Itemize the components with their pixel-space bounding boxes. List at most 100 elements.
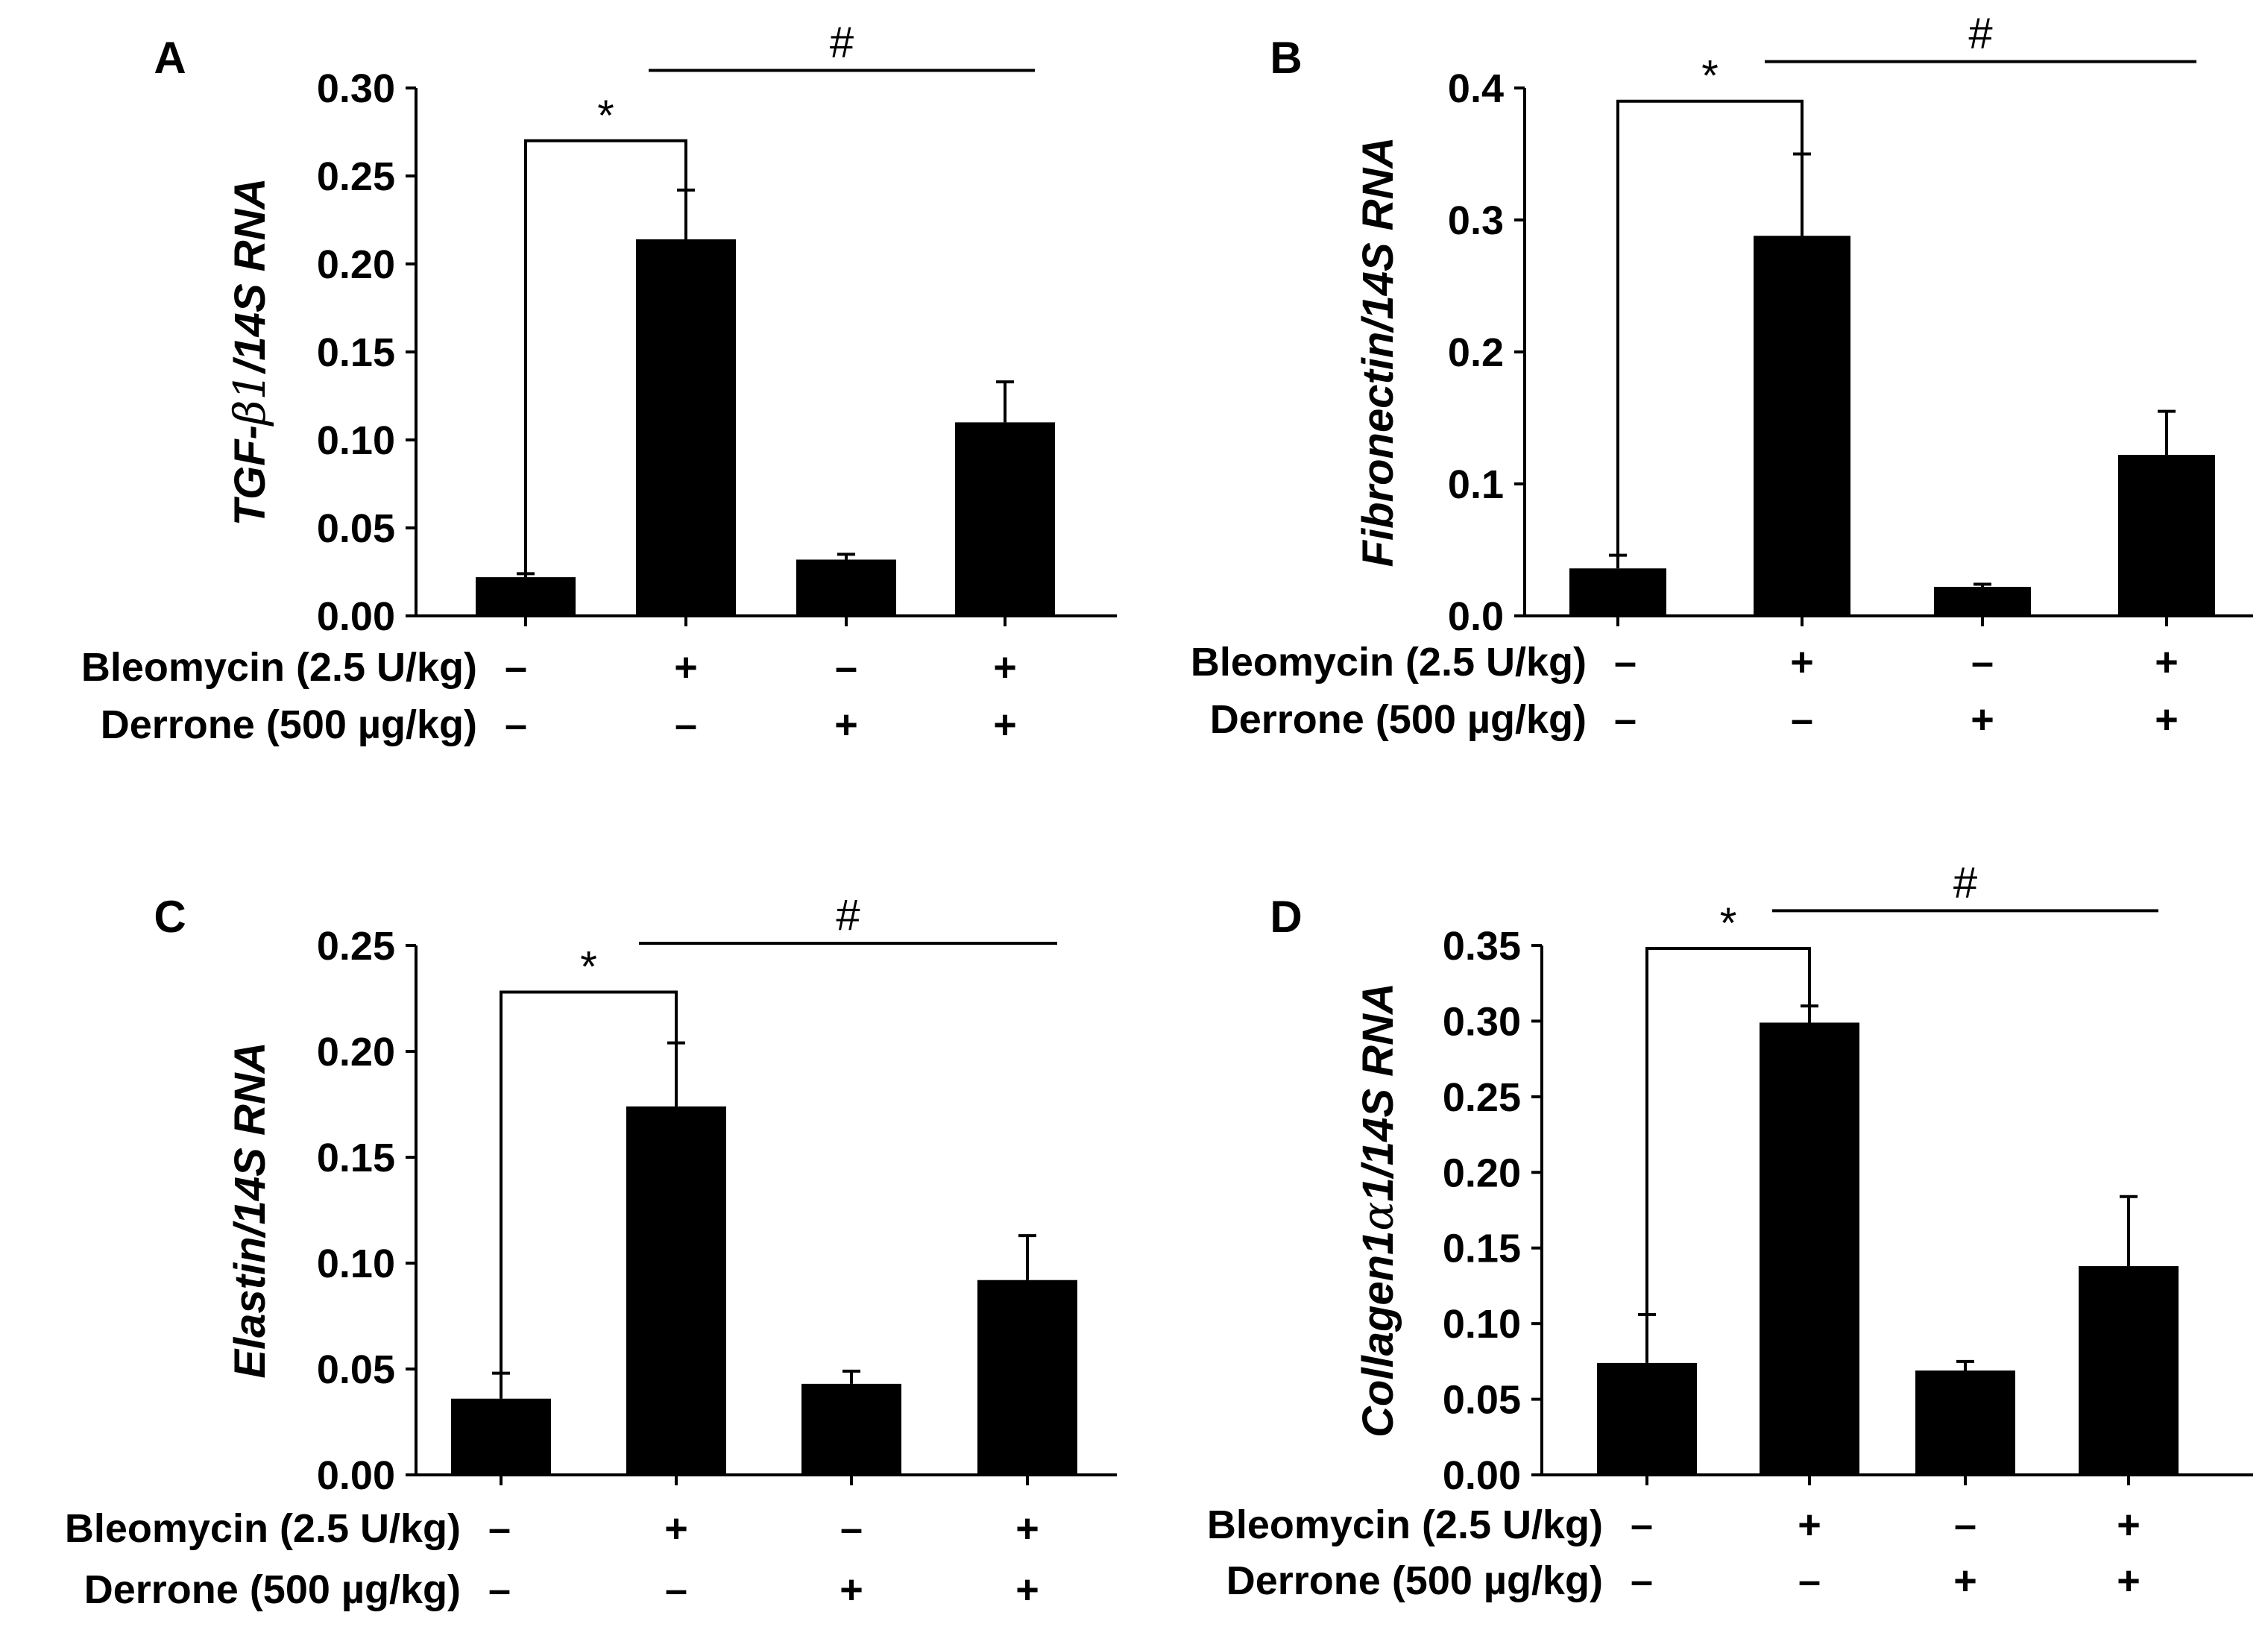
panel-d-bleomycin-sign-3: – bbox=[1954, 1502, 1976, 1547]
panel-d-significance-star: * bbox=[1720, 899, 1737, 948]
panel-a-bleomycin-sign-4: + bbox=[993, 645, 1017, 690]
panel-c-derrone-sign-3: + bbox=[840, 1567, 863, 1612]
panel-b-bar-1 bbox=[1569, 568, 1666, 616]
panel-c-bleomycin-sign-3: – bbox=[840, 1506, 863, 1551]
panel-c-bleomycin-label: Bleomycin (2.5 U/kg) bbox=[65, 1506, 461, 1551]
panel-c-y-tick-label: 0.15 bbox=[317, 1136, 395, 1180]
panel-b-derrone-sign-4: + bbox=[2155, 697, 2179, 742]
panel-a-y-tick-label: 0.10 bbox=[317, 418, 395, 463]
panel-d-y-tick-label: 0.25 bbox=[1443, 1075, 1521, 1120]
panel-b-significance-star: * bbox=[1701, 52, 1719, 101]
panel-b-y-axis-label: Fibronectin/14S RNA bbox=[1354, 137, 1402, 567]
panel-b-letter: B bbox=[1270, 33, 1302, 83]
panel-d-y-tick-label: 0.15 bbox=[1443, 1227, 1521, 1271]
panel-d-y-axis-label: Collagen1α1/14S RNA bbox=[1352, 983, 1403, 1438]
panel-c-y-tick-label: 0.05 bbox=[317, 1347, 395, 1392]
panel-d-bar-4 bbox=[2079, 1266, 2179, 1475]
panel-a-bar-4 bbox=[955, 422, 1055, 616]
panel-b-y-tick-label: 0.3 bbox=[1448, 198, 1504, 243]
panel-d-bar-2 bbox=[1760, 1022, 1859, 1475]
panel-a-bleomycin-sign-3: – bbox=[835, 645, 857, 690]
panel-d-letter: D bbox=[1270, 892, 1302, 942]
panel-d-derrone-sign-1: – bbox=[1631, 1558, 1653, 1603]
panel-d-y-tick-label: 0.20 bbox=[1443, 1151, 1521, 1195]
panel-a-significance-bracket bbox=[524, 139, 687, 574]
panel-b-y-tick-label: 0.2 bbox=[1448, 330, 1504, 375]
panel-c-derrone-label: Derrone (500 µg/kg) bbox=[84, 1567, 461, 1612]
panel-b-bleomycin-sign-4: + bbox=[2155, 640, 2179, 685]
panel-b-y-tick-label: 0.1 bbox=[1448, 462, 1504, 507]
panel-b-y-tick-label: 0.0 bbox=[1448, 594, 1504, 639]
panel-b-bleomycin-sign-1: – bbox=[1614, 640, 1637, 685]
panel-c-y-tick-label: 0.00 bbox=[317, 1453, 395, 1498]
panel-a-y-axis-label: TGF-β1/14S RNA bbox=[224, 178, 275, 526]
panel-d-y-tick-label: 0.05 bbox=[1443, 1378, 1521, 1423]
panel-b-bar-4 bbox=[2118, 455, 2215, 616]
panel-c-bar-4 bbox=[977, 1280, 1077, 1475]
panel-b-significance-bracket bbox=[1616, 99, 1804, 556]
panel-a-bleomycin-label: Bleomycin (2.5 U/kg) bbox=[81, 645, 477, 690]
panel-b-derrone-sign-3: + bbox=[1971, 697, 1994, 742]
panel-c-significance-bracket bbox=[500, 990, 678, 1373]
panel-d-y-tick-label: 0.00 bbox=[1443, 1453, 1521, 1498]
panel-c-y-tick-label: 0.10 bbox=[317, 1242, 395, 1286]
panel-c-derrone-sign-4: + bbox=[1015, 1567, 1039, 1612]
panel-d-significance-bracket bbox=[1645, 947, 1811, 1315]
panel-d-bar-3 bbox=[1915, 1370, 2015, 1475]
panel-a-y-tick-label: 0.20 bbox=[317, 242, 395, 287]
panel-a-bar-2 bbox=[636, 239, 736, 616]
panel-c-y-tick-label: 0.25 bbox=[317, 924, 395, 969]
panel-a-bar-1 bbox=[476, 577, 576, 616]
panel-b-bar-2 bbox=[1754, 236, 1850, 616]
panel-a-significance-star: * bbox=[597, 92, 614, 140]
panel-c-y-tick-label: 0.20 bbox=[317, 1030, 395, 1074]
panel-d-derrone-sign-4: + bbox=[2117, 1558, 2141, 1603]
panel-b-bleomycin-sign-3: – bbox=[1971, 640, 1994, 685]
panel-c-letter: C bbox=[154, 892, 186, 942]
panel-a-bleomycin-sign-2: + bbox=[674, 645, 698, 690]
panel-b-derrone-sign-2: – bbox=[1791, 697, 1813, 742]
panel-a-derrone-label: Derrone (500 µg/kg) bbox=[101, 702, 477, 747]
panel-d-significance-hash: # bbox=[1953, 858, 1977, 907]
panel-d-derrone-sign-2: – bbox=[1798, 1558, 1821, 1603]
panel-c-derrone-sign-2: – bbox=[665, 1567, 687, 1612]
panel-a-derrone-sign-2: – bbox=[675, 702, 697, 747]
panel-d-y-tick-label: 0.35 bbox=[1443, 924, 1521, 969]
panel-b-derrone-sign-1: – bbox=[1614, 697, 1637, 742]
panel-d-derrone-sign-3: + bbox=[1953, 1558, 1977, 1603]
panel-b-significance-hash: # bbox=[1968, 10, 1992, 58]
panel-b-bleomycin-label: Bleomycin (2.5 U/kg) bbox=[1191, 640, 1587, 685]
panel-d-bleomycin-sign-4: + bbox=[2117, 1502, 2141, 1547]
panel-a-y-tick-label: 0.25 bbox=[317, 154, 395, 199]
panel-d-bleomycin-sign-2: + bbox=[1798, 1502, 1821, 1547]
panel-d-y-tick-label: 0.30 bbox=[1443, 999, 1521, 1044]
panel-b-y-tick-label: 0.4 bbox=[1448, 66, 1504, 111]
panel-a-y-tick-label: 0.30 bbox=[317, 66, 395, 111]
panel-c-bleomycin-sign-2: + bbox=[664, 1506, 688, 1551]
panel-a-derrone-sign-4: + bbox=[993, 702, 1017, 747]
panel-d-bleomycin-label: Bleomycin (2.5 U/kg) bbox=[1207, 1502, 1603, 1547]
panel-c-significance-hash: # bbox=[836, 891, 860, 940]
panel-d-bar-1 bbox=[1597, 1362, 1697, 1475]
panel-b-bar-3 bbox=[1934, 587, 2031, 616]
panel-a-bleomycin-sign-1: – bbox=[505, 645, 527, 690]
panel-d-derrone-label: Derrone (500 µg/kg) bbox=[1226, 1558, 1603, 1603]
panel-c-bar-2 bbox=[626, 1106, 726, 1475]
panel-a-bar-3 bbox=[796, 559, 896, 616]
panel-a-letter: A bbox=[154, 33, 186, 83]
panel-a-significance-hash: # bbox=[830, 18, 854, 66]
panel-a-derrone-sign-1: – bbox=[505, 702, 527, 747]
panel-a-y-tick-label: 0.00 bbox=[317, 594, 395, 639]
panel-b-derrone-label: Derrone (500 µg/kg) bbox=[1210, 697, 1587, 742]
panel-d-bleomycin-sign-1: – bbox=[1631, 1502, 1653, 1547]
panel-c-y-axis-label: Elastin/14S RNA bbox=[226, 1042, 274, 1378]
panel-b-bleomycin-sign-2: + bbox=[1790, 640, 1814, 685]
panel-d-y-tick-label: 0.10 bbox=[1443, 1302, 1521, 1347]
panel-c-derrone-sign-1: – bbox=[488, 1567, 511, 1612]
panel-a-y-tick-label: 0.15 bbox=[317, 330, 395, 375]
panel-c-bleomycin-sign-4: + bbox=[1015, 1506, 1039, 1551]
panel-c-bar-1 bbox=[451, 1398, 551, 1475]
panel-c-bleomycin-sign-1: – bbox=[488, 1506, 511, 1551]
panel-c-significance-star: * bbox=[580, 942, 597, 991]
